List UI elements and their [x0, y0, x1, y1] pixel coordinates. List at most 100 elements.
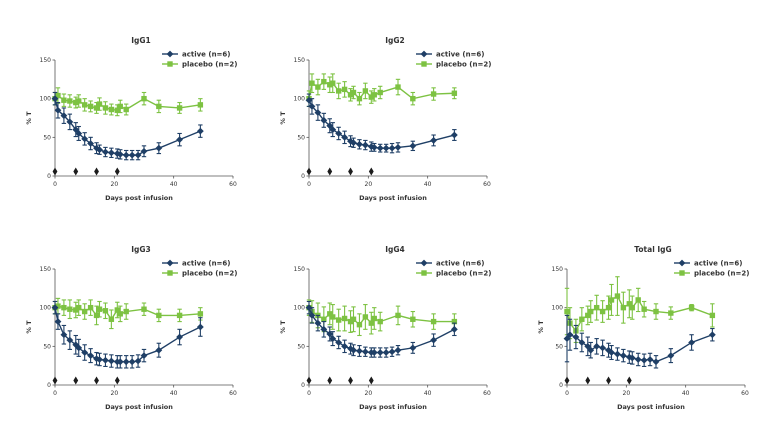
data-point	[395, 84, 401, 90]
data-point	[566, 331, 574, 339]
x-tick-label: 0	[53, 390, 57, 397]
data-point	[368, 320, 374, 326]
x-axis-label: Days post infusion	[105, 194, 173, 202]
data-point	[341, 133, 348, 141]
data-point	[646, 356, 654, 363]
y-axis-label: % T	[25, 111, 33, 125]
data-point	[640, 356, 648, 364]
data-point	[347, 92, 354, 98]
data-point	[641, 306, 647, 312]
data-point	[107, 149, 115, 157]
data-point	[588, 308, 594, 315]
data-point	[409, 344, 417, 352]
data-point	[634, 356, 642, 363]
infusion-marker	[114, 167, 120, 176]
data-point	[450, 325, 458, 333]
infusion-marker	[327, 167, 333, 176]
data-point	[75, 344, 83, 352]
infusion-marker	[585, 376, 591, 385]
data-point	[93, 105, 100, 111]
chart-title: IgG4	[385, 245, 405, 254]
data-point	[51, 304, 59, 312]
data-point	[371, 92, 377, 98]
data-point	[197, 102, 204, 108]
legend-marker	[167, 270, 173, 276]
data-point	[102, 308, 109, 314]
data-point	[155, 144, 163, 152]
data-point	[108, 316, 115, 322]
y-tick-label: 100	[40, 305, 52, 312]
data-point	[341, 315, 348, 322]
data-point	[410, 95, 416, 102]
data-point	[330, 314, 336, 320]
y-tick-label: 150	[40, 57, 52, 64]
data-point	[350, 89, 357, 96]
series-active	[51, 91, 204, 161]
data-point	[116, 358, 124, 366]
data-point	[73, 307, 79, 313]
data-point	[653, 308, 659, 315]
legend-marker	[166, 50, 174, 58]
data-point	[60, 112, 68, 120]
data-point	[688, 339, 695, 346]
data-point	[73, 99, 79, 106]
x-axis-label: Days post infusion	[105, 403, 173, 411]
data-point	[67, 306, 73, 312]
chart-panel-1: IgG1 0 50 100 150 0 20 40 60 Days post infusion % …	[25, 36, 237, 202]
data-point	[114, 307, 120, 313]
x-axis-label: Days post infusion	[359, 194, 427, 202]
data-point	[308, 103, 316, 110]
series-active	[305, 93, 458, 154]
data-point	[140, 352, 148, 360]
x-tick-label: 0	[307, 390, 311, 397]
data-point	[382, 144, 390, 152]
series-active	[51, 300, 204, 369]
chart-panel-5: Total IgG 0 50 100 150 0 20 40 60 Days post infus…	[537, 245, 749, 411]
x-tick-label: 60	[483, 390, 491, 397]
x-tick-label: 20	[111, 181, 119, 188]
x-tick-label: 60	[229, 390, 237, 397]
legend-label: active (n=6)	[182, 260, 230, 268]
y-axis-label: % T	[279, 111, 287, 125]
data-point	[614, 350, 621, 358]
data-point	[81, 349, 89, 356]
infusion-marker	[348, 167, 353, 176]
data-point	[688, 304, 695, 311]
data-point	[635, 297, 641, 303]
data-point	[629, 304, 635, 311]
data-point	[76, 98, 82, 104]
data-point	[599, 308, 606, 315]
data-point	[67, 98, 73, 104]
data-point	[320, 116, 328, 124]
data-point	[347, 318, 354, 325]
data-point	[361, 348, 369, 356]
data-point	[326, 122, 334, 130]
data-point	[54, 106, 62, 114]
data-point	[341, 342, 348, 350]
y-tick-label: 0	[301, 382, 305, 389]
data-point	[102, 148, 109, 156]
data-point	[371, 315, 377, 322]
data-point	[107, 357, 115, 365]
legend: active (n=6) placebo (n=2)	[674, 260, 749, 278]
legend: active (n=6) placebo (n=2)	[416, 51, 491, 69]
data-point	[356, 95, 363, 102]
data-point	[394, 346, 402, 354]
data-point	[134, 357, 142, 365]
legend-label: active (n=6)	[436, 260, 484, 268]
series-placebo	[564, 276, 716, 344]
data-point	[585, 312, 591, 319]
series-placebo	[306, 73, 458, 107]
data-point	[176, 333, 183, 341]
x-axis-label: Days post infusion	[617, 403, 685, 411]
data-point	[156, 103, 162, 110]
x-tick-label: 0	[53, 181, 57, 188]
data-point	[315, 84, 321, 90]
data-point	[451, 318, 458, 325]
data-point	[122, 358, 130, 366]
data-point	[579, 316, 585, 322]
data-point	[572, 333, 580, 341]
data-point	[327, 82, 333, 88]
data-point	[430, 137, 437, 144]
